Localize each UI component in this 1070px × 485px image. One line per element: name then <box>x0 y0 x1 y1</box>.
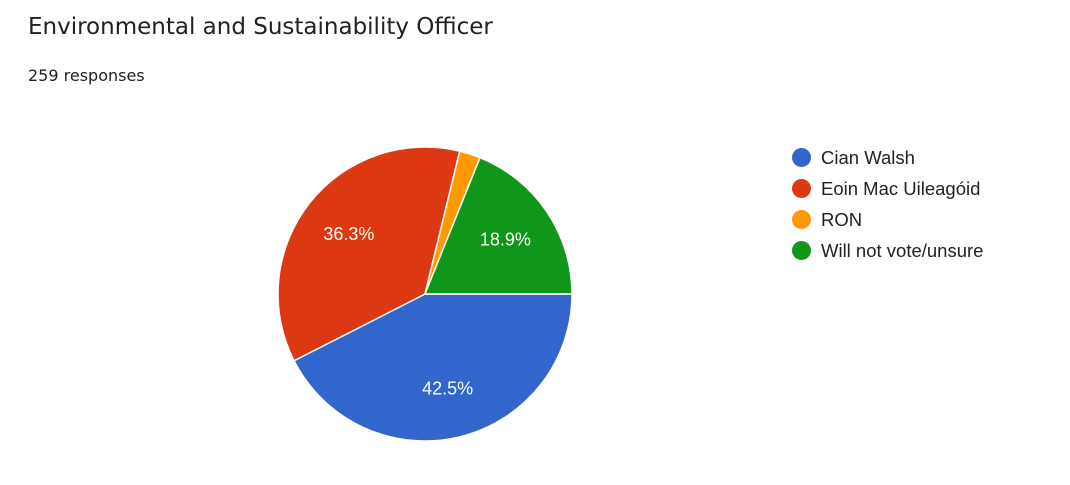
pie-slice-label-1: 36.3% <box>323 224 374 244</box>
legend-item[interactable]: Cian Walsh <box>792 142 983 173</box>
legend-item[interactable]: Will not vote/unsure <box>792 235 983 266</box>
legend-swatch <box>792 241 811 260</box>
response-count: 259 responses <box>28 66 145 85</box>
chart-title: Environmental and Sustainability Officer <box>28 14 493 40</box>
legend-swatch <box>792 179 811 198</box>
legend-item[interactable]: Eoin Mac Uileagóid <box>792 173 983 204</box>
legend-item[interactable]: RON <box>792 204 983 235</box>
pie-slice-label-0: 42.5% <box>422 378 473 398</box>
legend-label: Will not vote/unsure <box>821 239 984 261</box>
legend-label: Eoin Mac Uileagóid <box>821 177 981 199</box>
legend-label: RON <box>821 208 863 230</box>
legend-swatch <box>792 148 811 167</box>
legend-label: Cian Walsh <box>821 146 915 168</box>
pie-slice-0[interactable] <box>293 293 573 442</box>
legend-swatch <box>792 210 811 229</box>
pie-slice-1[interactable] <box>277 146 461 362</box>
pie-slice-label-3: 18.9% <box>480 230 531 250</box>
chart-legend: Cian Walsh Eoin Mac Uileagóid RON Will not … <box>792 142 983 266</box>
pie-slice-3[interactable] <box>423 156 573 295</box>
